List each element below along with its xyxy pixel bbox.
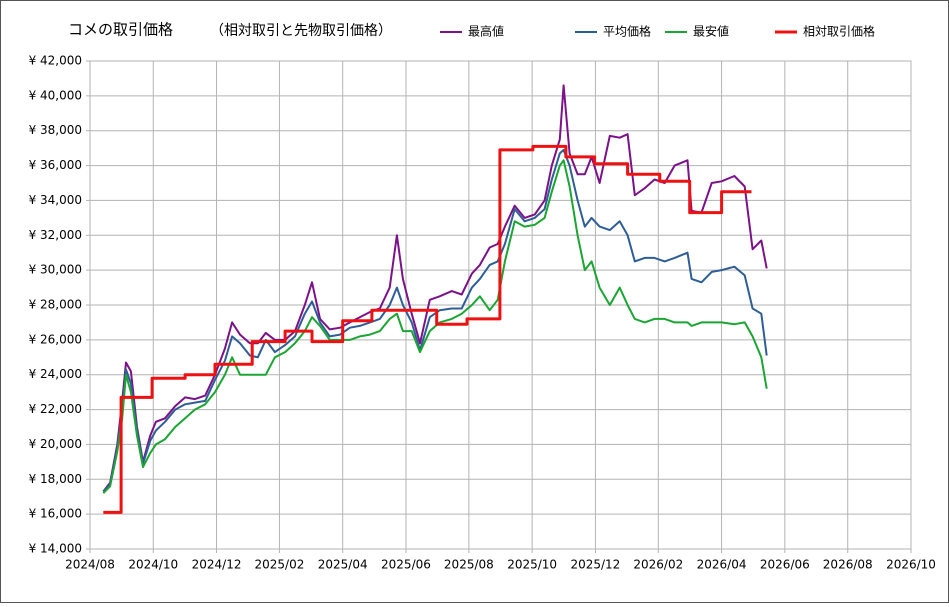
plot-frame: [89, 60, 912, 550]
x-tick-label: 2025/02: [255, 558, 305, 572]
y-tick-label: ¥ 24,000: [29, 367, 82, 381]
y-tick-label: ¥ 38,000: [29, 123, 82, 137]
chart-title: コメの取引価格: [68, 21, 173, 39]
y-tick-label: ¥ 20,000: [29, 437, 82, 451]
series-line: [102, 148, 768, 493]
x-tick-label: 2024/08: [65, 558, 115, 572]
y-tick-label: ¥ 32,000: [29, 228, 82, 242]
y-tick-label: ¥ 22,000: [29, 402, 82, 416]
x-tick-label: 2025/06: [381, 558, 431, 572]
y-tick-label: ¥ 34,000: [29, 193, 82, 207]
x-tick-label: 2025/04: [318, 558, 368, 572]
x-tick-label: 2026/06: [760, 558, 810, 572]
y-tick-label: ¥ 18,000: [29, 472, 82, 486]
x-tick-label: 2024/10: [128, 558, 178, 572]
x-tick-label: 2026/02: [633, 558, 683, 572]
x-tick-label: 2025/08: [444, 558, 494, 572]
series-line: [103, 144, 752, 514]
x-tick-label: 2026/08: [823, 558, 873, 572]
legend-label: 平均価格: [603, 24, 651, 39]
x-tick-label: 2025/12: [570, 558, 620, 572]
x-tick-label: 2026/04: [697, 558, 747, 572]
x-tick-label: 2024/12: [192, 558, 242, 572]
legend-label: 相対取引価格: [803, 24, 875, 39]
x-tick-label: 2026/10: [886, 558, 936, 572]
legend-label: 最高値: [468, 24, 504, 39]
y-tick-label: ¥ 30,000: [29, 263, 82, 277]
y-tick-label: ¥ 36,000: [29, 158, 82, 172]
y-tick-label: ¥ 40,000: [29, 88, 82, 102]
y-tick-label: ¥ 26,000: [29, 332, 82, 346]
x-tick-label: 2025/10: [507, 558, 557, 572]
series-line: [102, 84, 768, 493]
y-tick-label: ¥ 42,000: [29, 54, 82, 68]
y-tick-label: ¥ 16,000: [29, 507, 82, 521]
y-tick-label: ¥ 14,000: [29, 542, 82, 556]
legend-label: 最安値: [693, 24, 729, 39]
series-line: [102, 159, 768, 494]
y-tick-label: ¥ 28,000: [29, 298, 82, 312]
chart-subtitle: （相対取引と先物取引価格）: [210, 23, 392, 39]
